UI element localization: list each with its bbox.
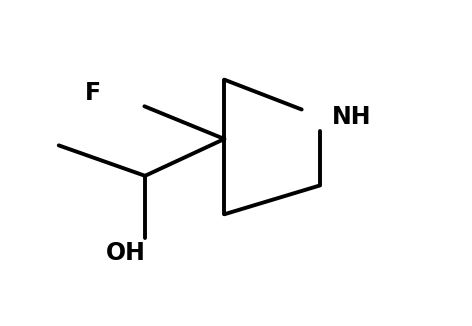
Text: NH: NH — [332, 105, 371, 128]
Text: OH: OH — [105, 241, 145, 265]
Text: F: F — [84, 81, 101, 105]
